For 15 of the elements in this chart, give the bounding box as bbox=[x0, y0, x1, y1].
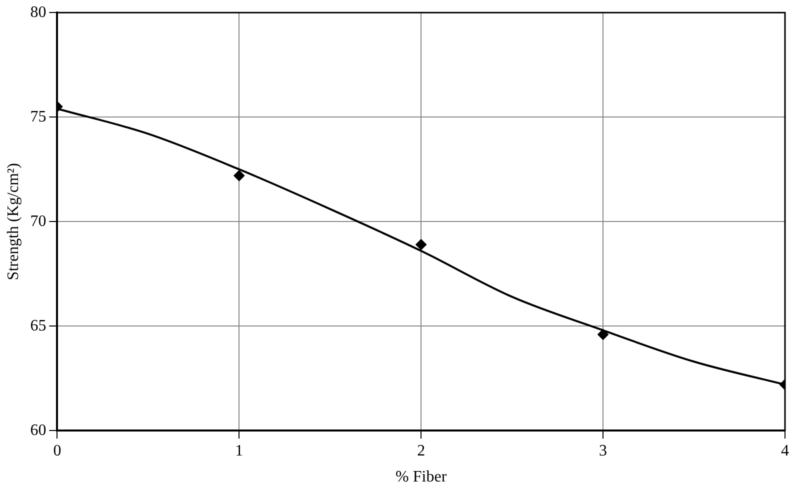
x-tick-label: 2 bbox=[417, 442, 426, 460]
point bbox=[598, 328, 609, 340]
y-tick-label: 65 bbox=[30, 317, 46, 334]
y-tick-label: 75 bbox=[30, 108, 46, 126]
y-tick-label: 70 bbox=[30, 212, 46, 230]
point bbox=[234, 170, 245, 182]
x-tick-label: 3 bbox=[599, 442, 608, 460]
x-tick-label: 0 bbox=[53, 442, 62, 460]
x-axis-title: % Fiber bbox=[396, 468, 448, 486]
y-tick-label: 80 bbox=[30, 4, 46, 21]
y-axis-title: Strength (Kg/cm²) bbox=[4, 162, 22, 280]
y-tick-label: 60 bbox=[30, 422, 46, 439]
x-tick-label: 4 bbox=[781, 442, 789, 460]
point bbox=[416, 239, 427, 250]
x-tick-label: 1 bbox=[235, 442, 244, 460]
